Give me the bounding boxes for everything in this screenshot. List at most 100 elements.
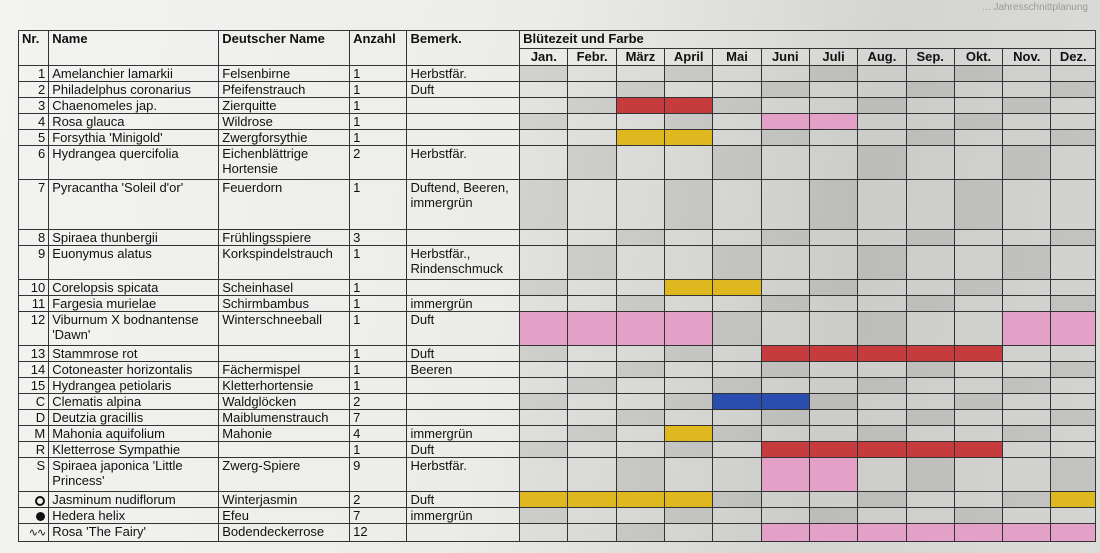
remark: Duft — [406, 311, 521, 346]
table-row: ∿∿ Rosa 'The Fairy' Bodendeckerrose 12 — [17, 523, 1096, 542]
plant-name: Cotoneaster horizontalis — [48, 361, 220, 378]
bloom-cell — [857, 279, 907, 296]
bloom-cell — [905, 393, 955, 410]
bloom-cell — [567, 491, 617, 508]
bloom-cell — [1002, 345, 1052, 362]
bloom-cell — [664, 129, 714, 146]
german-name: Efeu — [218, 507, 351, 524]
bloom-cell — [905, 179, 955, 230]
quantity: 1 — [349, 311, 408, 346]
bloom-cell — [615, 97, 666, 114]
bloom-cell — [519, 507, 569, 524]
table-body: 1 Amelanchier lamarkii Felsenbirne 1 Herbstf… — [17, 65, 1096, 542]
bloom-cell — [1002, 491, 1052, 508]
bloom-cell — [905, 457, 955, 492]
bloom-cell — [712, 361, 762, 378]
plant-name: Euonymus alatus — [48, 245, 220, 280]
bloom-cell — [1002, 65, 1052, 82]
bloom-fill-pink — [520, 312, 567, 345]
table-row: 8 Spiraea thunbergii Frühlingsspiere 3 — [17, 229, 1096, 246]
row-number: 13 — [17, 345, 50, 362]
bloom-cell — [953, 441, 1004, 458]
bloom-cell — [1002, 425, 1052, 442]
remark: Herbstfär. — [406, 145, 521, 180]
row-number: M — [17, 425, 50, 442]
remark: Duft — [406, 441, 521, 458]
bloom-cell — [567, 523, 617, 542]
bloom-cell — [712, 377, 762, 394]
quantity: 12 — [349, 523, 408, 542]
bloom-cell — [760, 245, 810, 280]
bloom-cell — [857, 491, 907, 508]
bloom-cell — [953, 361, 1004, 378]
bloom-cell — [567, 97, 617, 114]
bloom-cell — [808, 295, 859, 312]
quantity: 4 — [349, 425, 408, 442]
plant-name: Rosa 'The Fairy' — [48, 523, 220, 542]
bloom-cell — [664, 361, 714, 378]
bloom-cell — [808, 491, 859, 508]
bloom-cell — [1002, 409, 1052, 426]
bloom-fill-pink — [858, 524, 906, 541]
bloom-cell — [808, 507, 859, 524]
bloom-cell — [808, 393, 859, 410]
month-header: Juli — [808, 48, 859, 66]
plant-name: Spiraea japonica 'Little Princess' — [48, 457, 220, 492]
bloom-cell — [760, 491, 810, 508]
bloom-cell — [664, 441, 714, 458]
bloom-cell — [519, 245, 569, 280]
bloom-cell — [953, 279, 1004, 296]
bloom-cell — [615, 491, 666, 508]
bloom-cell — [664, 113, 714, 130]
bloom-cell — [905, 377, 955, 394]
bloom-cell — [615, 523, 666, 542]
bloom-cell — [760, 409, 810, 426]
bloom-fill-yellow — [665, 426, 712, 441]
bloom-cell — [857, 523, 907, 542]
german-name: Kletterhortensie — [218, 377, 351, 394]
bloom-cell — [712, 409, 762, 426]
bloom-cell — [905, 113, 955, 130]
bloom-cell — [519, 377, 569, 394]
bloom-cell — [1050, 129, 1096, 146]
month-header: Jan. — [519, 48, 569, 66]
table-row: 6 Hydrangea quercifolia Eichenblättrige Ho… — [17, 145, 1096, 180]
bloom-cell — [519, 457, 569, 492]
bloom-cell — [519, 441, 569, 458]
german-name: Zwergforsythie — [218, 129, 351, 146]
bloom-cell — [808, 377, 859, 394]
row-number: 2 — [17, 81, 50, 98]
bloom-cell — [857, 425, 907, 442]
row-number: 15 — [17, 377, 50, 394]
col-header-nr: Nr. — [17, 30, 50, 66]
bloom-cell — [905, 97, 955, 114]
bloom-cell — [567, 295, 617, 312]
bloom-cell — [664, 507, 714, 524]
bloom-fill-yellow — [520, 492, 567, 507]
bloom-cell — [1050, 507, 1096, 524]
bloom-cell — [519, 523, 569, 542]
bloom-cell — [712, 229, 762, 246]
bloom-cell — [519, 97, 569, 114]
plant-name: Corelopsis spicata — [48, 279, 220, 296]
bloom-fill-red — [907, 442, 954, 457]
bloom-cell — [857, 409, 907, 426]
remark: Herbstfär., Rindenschmuck — [406, 245, 521, 280]
bloom-fill-red — [810, 346, 857, 361]
bloom-fill-pink — [762, 524, 809, 541]
bloom-cell — [1050, 295, 1096, 312]
plant-name: Mahonia aquifolium — [48, 425, 220, 442]
bloom-fill-pink — [665, 312, 712, 345]
german-name: Bodendeckerrose — [218, 523, 351, 542]
bloom-cell — [760, 393, 810, 410]
bloom-fill-pink — [568, 312, 616, 345]
bloom-cell — [953, 393, 1004, 410]
bloom-cell — [519, 393, 569, 410]
bloom-cell — [567, 311, 617, 346]
bloom-cell — [664, 393, 714, 410]
bloom-cell — [712, 145, 762, 180]
row-number: 10 — [17, 279, 50, 296]
row-number: 5 — [17, 129, 50, 146]
row-number: 7 — [17, 179, 50, 230]
bloom-fill-red — [955, 346, 1002, 361]
